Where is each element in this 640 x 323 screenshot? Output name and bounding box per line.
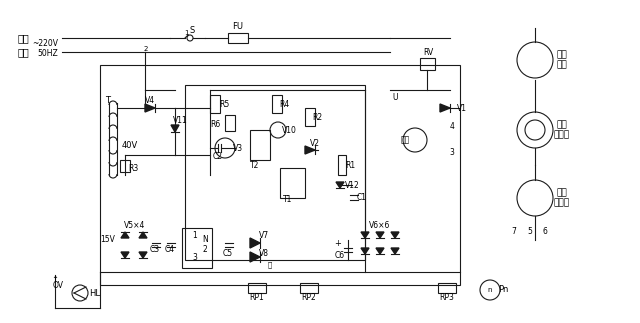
- Text: 输出: 输出: [401, 136, 410, 144]
- Bar: [280, 168, 305, 198]
- Polygon shape: [376, 232, 384, 238]
- Polygon shape: [121, 232, 129, 238]
- Bar: [338, 155, 346, 175]
- Bar: [185, 85, 365, 260]
- Text: R2: R2: [312, 112, 322, 121]
- Text: N: N: [202, 235, 208, 245]
- Text: 6: 6: [543, 227, 547, 236]
- Polygon shape: [391, 232, 399, 238]
- Polygon shape: [391, 248, 399, 254]
- Text: 2: 2: [144, 46, 148, 52]
- Text: V2: V2: [310, 139, 320, 148]
- Polygon shape: [250, 252, 260, 262]
- Bar: [250, 130, 270, 160]
- Text: 测速
发电机: 测速 发电机: [554, 188, 570, 208]
- Text: ~220V: ~220V: [32, 38, 58, 47]
- Text: V5×4: V5×4: [124, 221, 146, 230]
- Text: OV: OV: [52, 280, 63, 289]
- Text: V10: V10: [282, 126, 296, 134]
- Text: C4: C4: [165, 245, 175, 255]
- Polygon shape: [440, 104, 450, 112]
- Text: 输: 输: [268, 262, 272, 268]
- Polygon shape: [145, 104, 155, 112]
- Polygon shape: [376, 248, 384, 254]
- Text: V6×6: V6×6: [369, 221, 390, 230]
- Polygon shape: [361, 232, 369, 238]
- Text: 1: 1: [193, 231, 197, 239]
- Text: C1: C1: [357, 193, 367, 202]
- Polygon shape: [171, 125, 179, 132]
- Text: V11: V11: [173, 116, 188, 124]
- Text: 7: 7: [511, 227, 516, 236]
- Text: RP3: RP3: [440, 293, 454, 301]
- Text: V8: V8: [259, 248, 269, 257]
- Text: C2: C2: [213, 151, 223, 161]
- Text: V4: V4: [145, 96, 155, 105]
- Text: HL: HL: [90, 288, 100, 297]
- Polygon shape: [250, 238, 260, 248]
- Text: S: S: [189, 26, 195, 35]
- Text: 3: 3: [193, 253, 197, 262]
- Bar: [228, 33, 248, 43]
- Bar: [272, 95, 282, 113]
- Polygon shape: [121, 252, 129, 258]
- Text: FU: FU: [232, 22, 243, 30]
- Text: C3: C3: [150, 245, 160, 255]
- Bar: [210, 95, 220, 113]
- Bar: [225, 115, 235, 131]
- Bar: [438, 283, 456, 293]
- Bar: [248, 283, 266, 293]
- Text: 2: 2: [203, 245, 207, 255]
- Text: T1: T1: [284, 195, 292, 204]
- Polygon shape: [139, 232, 147, 238]
- Text: n: n: [488, 287, 492, 293]
- Bar: [300, 283, 318, 293]
- Text: C6: C6: [335, 251, 345, 259]
- Text: 15V: 15V: [100, 235, 115, 245]
- Bar: [100, 65, 460, 285]
- Text: RV: RV: [423, 47, 433, 57]
- Bar: [120, 160, 130, 172]
- Text: R1: R1: [345, 161, 355, 170]
- Text: U: U: [392, 92, 397, 101]
- Text: V7: V7: [259, 232, 269, 241]
- Text: R3: R3: [128, 163, 138, 172]
- Text: +: +: [335, 238, 341, 247]
- Text: R5: R5: [219, 99, 229, 109]
- Polygon shape: [305, 146, 315, 154]
- Text: RP1: RP1: [250, 293, 264, 301]
- Text: 40V: 40V: [122, 141, 138, 150]
- Text: ↑: ↑: [51, 276, 58, 285]
- Text: 中线: 中线: [18, 47, 29, 57]
- Text: V3: V3: [233, 143, 243, 152]
- Bar: [182, 228, 212, 268]
- Text: 拖动
电机: 拖动 电机: [557, 50, 568, 70]
- Text: 电磁
离合器: 电磁 离合器: [554, 120, 570, 140]
- Text: R4: R4: [279, 99, 289, 109]
- Text: 1: 1: [184, 30, 188, 36]
- Text: V12: V12: [344, 181, 360, 190]
- Text: 4: 4: [449, 121, 454, 130]
- Text: RP2: RP2: [301, 293, 316, 301]
- Text: T2: T2: [250, 161, 260, 170]
- Text: 相线: 相线: [18, 33, 29, 43]
- Text: T: T: [106, 96, 111, 105]
- Text: V1: V1: [457, 103, 467, 112]
- Polygon shape: [139, 252, 147, 258]
- Bar: [305, 108, 315, 126]
- Polygon shape: [361, 248, 369, 254]
- Text: 5: 5: [527, 227, 532, 236]
- Text: 3: 3: [449, 148, 454, 157]
- Text: R6: R6: [210, 120, 220, 129]
- Text: 50HZ: 50HZ: [38, 48, 58, 57]
- Polygon shape: [336, 182, 344, 188]
- Bar: [420, 58, 435, 70]
- Text: C5: C5: [223, 248, 233, 257]
- Text: Pn: Pn: [498, 286, 508, 295]
